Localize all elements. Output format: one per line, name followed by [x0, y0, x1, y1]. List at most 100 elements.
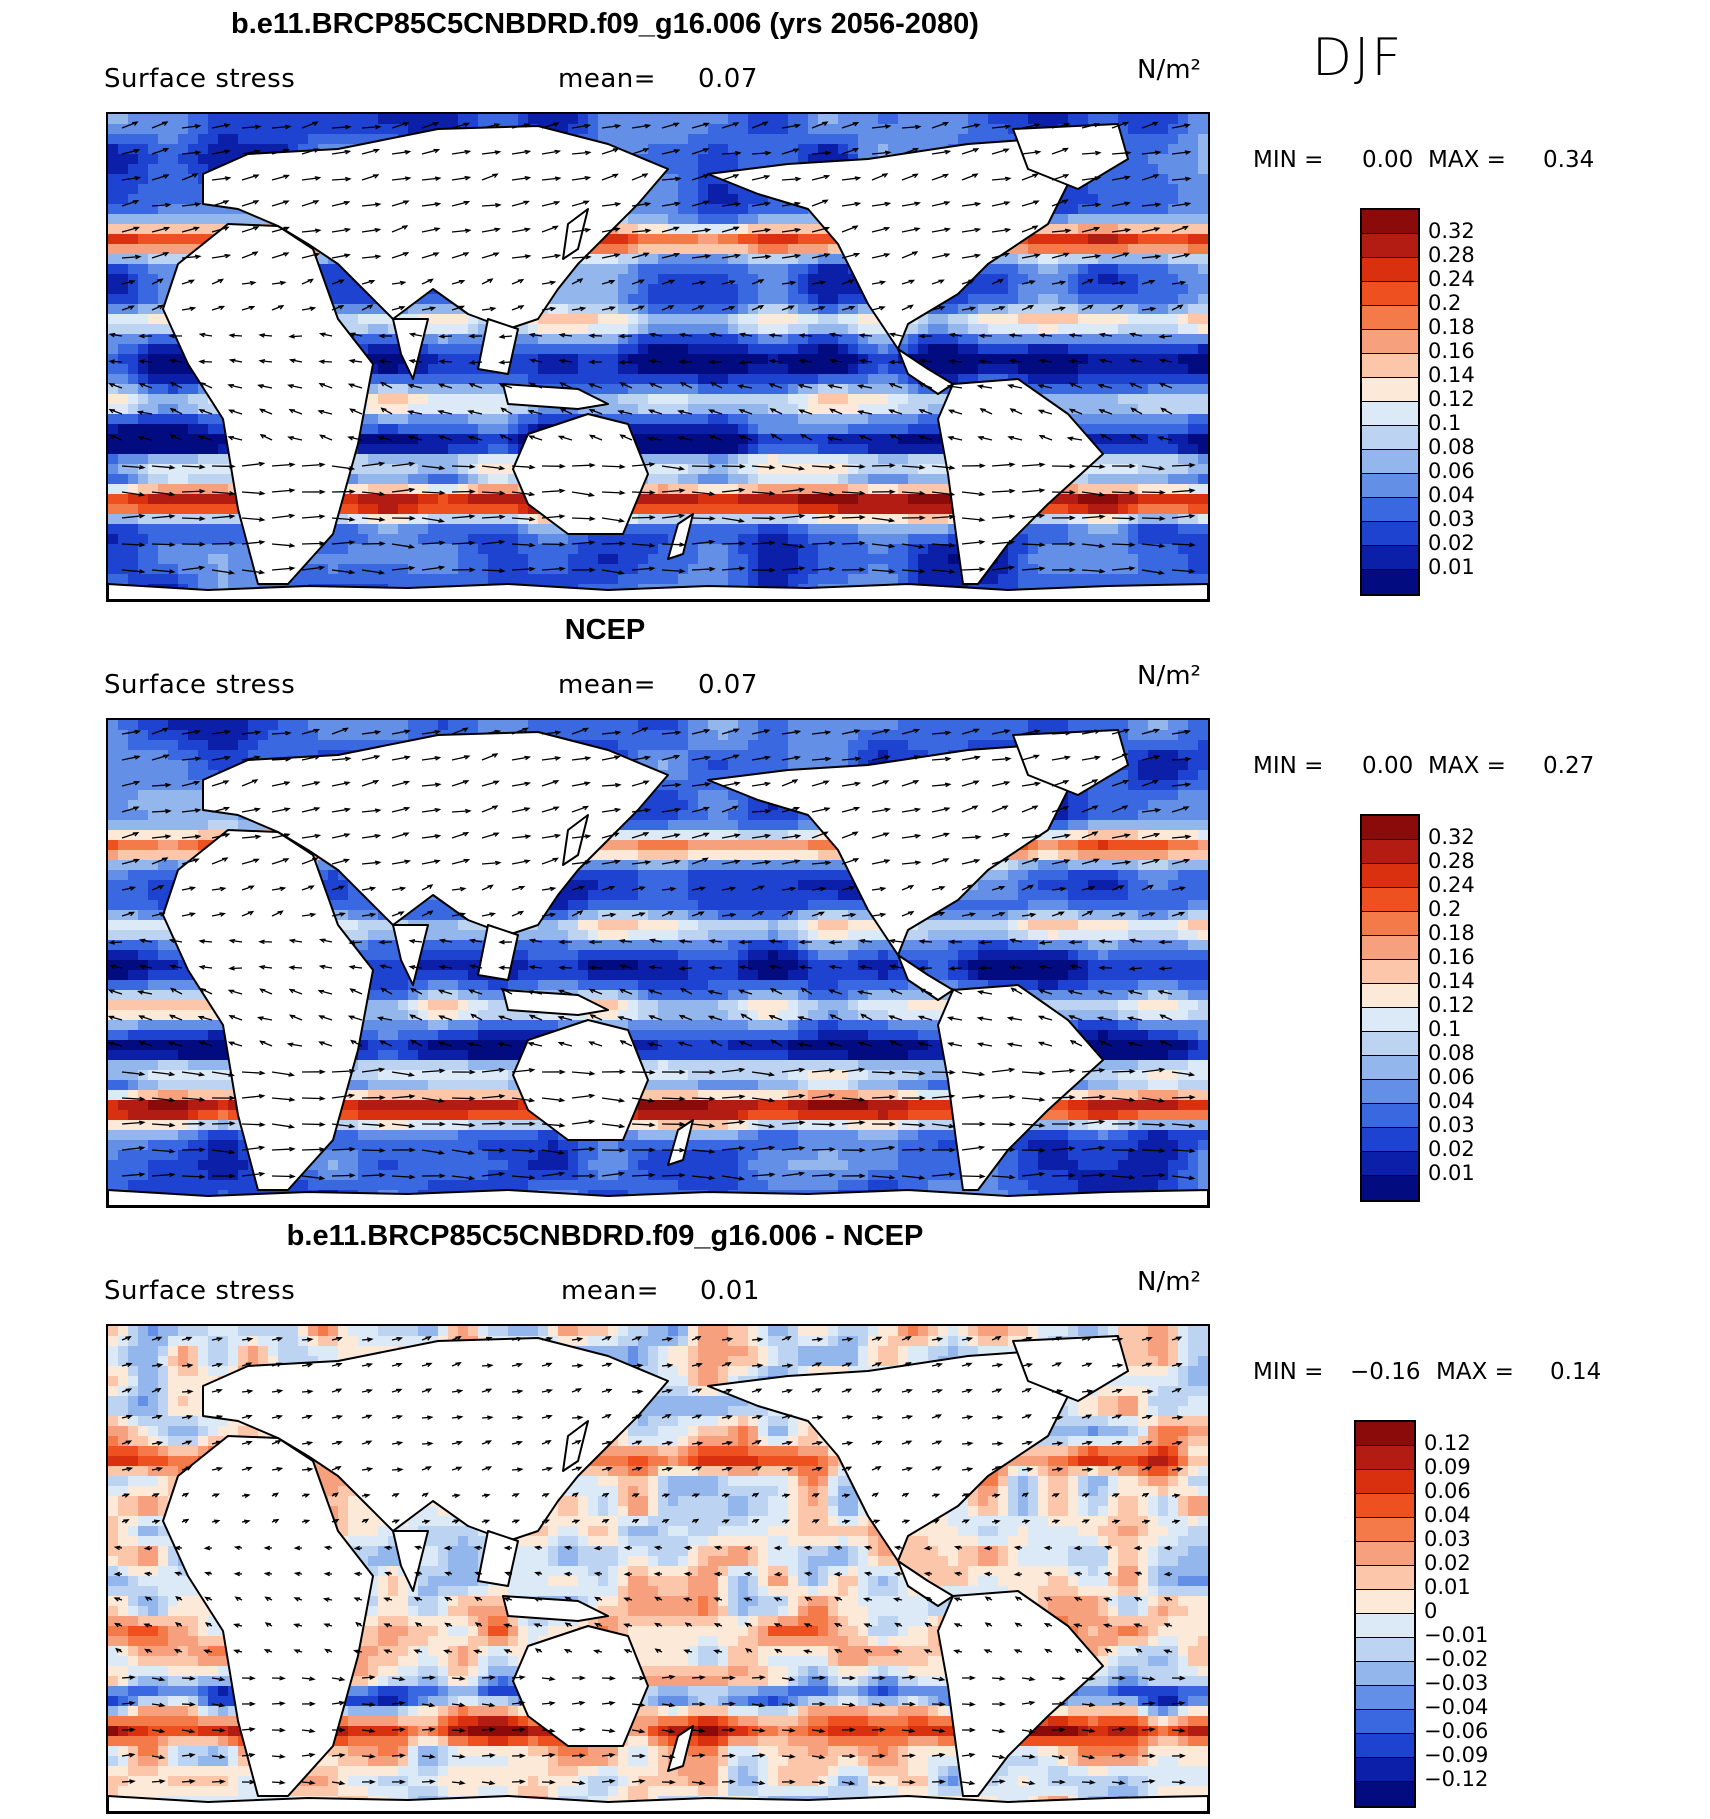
field-cell — [108, 494, 119, 505]
field-cell — [608, 534, 619, 545]
field-cell — [208, 154, 219, 165]
field-cell — [728, 434, 739, 445]
field-cell — [418, 504, 429, 515]
field-cell — [748, 254, 759, 265]
field-cell — [128, 234, 139, 245]
field-cell — [568, 274, 579, 285]
field-cell — [728, 194, 739, 205]
field-cell — [148, 444, 159, 455]
field-cell — [668, 374, 679, 385]
field-cell — [1198, 224, 1208, 235]
field-cell — [178, 424, 189, 435]
field-cell — [468, 464, 479, 475]
field-cell — [528, 114, 539, 125]
field-cell — [1168, 524, 1179, 535]
field-cell — [108, 484, 119, 495]
field-cell — [948, 134, 959, 145]
field-cell — [928, 514, 939, 525]
field-cell — [668, 204, 679, 215]
field-cell — [818, 534, 829, 545]
field-cell — [978, 324, 989, 335]
field-cell — [778, 314, 789, 325]
field-cell — [838, 144, 849, 155]
field-cell — [438, 384, 449, 395]
field-cell — [898, 134, 909, 145]
field-cell — [678, 414, 689, 425]
field-cell — [428, 114, 439, 125]
field-cell — [818, 314, 829, 325]
field-cell — [1108, 394, 1119, 405]
field-cell — [788, 284, 799, 295]
field-cell — [188, 434, 199, 445]
field-cell — [128, 114, 139, 125]
field-cell — [1198, 374, 1208, 385]
field-cell — [1048, 244, 1059, 255]
field-cell — [858, 534, 869, 545]
field-cell — [428, 454, 439, 465]
field-cell — [898, 424, 909, 435]
field-cell — [798, 454, 809, 465]
field-cell — [1128, 344, 1139, 355]
field-cell — [748, 494, 759, 505]
field-cell — [358, 124, 369, 135]
field-cell — [1138, 524, 1149, 535]
field-cell — [1128, 494, 1139, 505]
field-cell — [788, 204, 799, 215]
field-cell — [658, 224, 669, 235]
field-cell — [788, 534, 799, 545]
field-cell — [1108, 534, 1119, 545]
field-cell — [858, 424, 869, 435]
field-cell — [1178, 504, 1189, 515]
field-cell — [178, 464, 189, 475]
field-cell — [1168, 434, 1179, 445]
field-cell — [1138, 444, 1149, 455]
panel1-title: b.e11.BRCP85C5CNBDRD.f09_g16.006 (yrs 20… — [0, 8, 1210, 41]
field-cell — [148, 314, 159, 325]
field-cell — [1188, 134, 1199, 145]
field-cell — [418, 554, 429, 565]
field-cell — [1198, 244, 1208, 255]
field-cell — [458, 484, 469, 495]
field-cell — [908, 494, 919, 505]
field-cell — [878, 414, 889, 425]
field-cell — [1008, 554, 1019, 565]
field-cell — [478, 424, 489, 435]
field-cell — [748, 294, 759, 305]
field-cell — [948, 324, 959, 335]
field-cell — [148, 474, 159, 485]
field-cell — [798, 154, 809, 165]
field-cell — [1068, 184, 1079, 195]
field-cell — [1148, 164, 1159, 175]
field-cell — [358, 444, 369, 455]
field-cell — [818, 544, 829, 555]
field-cell — [158, 344, 169, 355]
field-cell — [108, 364, 119, 375]
field-cell — [828, 524, 839, 535]
field-cell — [1118, 164, 1129, 175]
field-cell — [978, 374, 989, 385]
field-cell — [918, 134, 929, 145]
field-cell — [1048, 324, 1059, 335]
field-cell — [778, 514, 789, 525]
field-cell — [1028, 364, 1039, 375]
field-cell — [618, 534, 629, 545]
field-cell — [808, 274, 819, 285]
field-cell — [578, 314, 589, 325]
field-cell — [228, 154, 239, 165]
field-cell — [828, 454, 839, 465]
field-cell — [698, 204, 709, 215]
field-cell — [758, 354, 769, 365]
field-cell — [128, 254, 139, 265]
field-cell — [358, 554, 369, 565]
field-cell — [778, 384, 789, 395]
field-cell — [398, 524, 409, 535]
field-cell — [578, 344, 589, 355]
field-cell — [138, 264, 149, 275]
field-cell — [1058, 294, 1069, 305]
field-cell — [168, 464, 179, 475]
field-cell — [378, 494, 389, 505]
field-cell — [928, 314, 939, 325]
field-cell — [768, 474, 779, 485]
field-cell — [718, 374, 729, 385]
field-cell — [188, 414, 199, 425]
